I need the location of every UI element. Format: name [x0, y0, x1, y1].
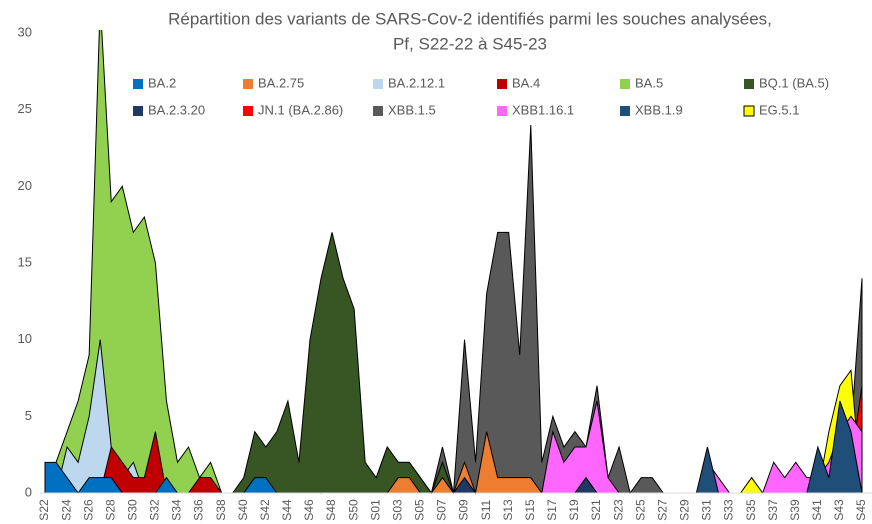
- x-tick-label: S22: [37, 499, 51, 521]
- x-tick-label: S39: [788, 499, 802, 521]
- y-tick-label: 25: [18, 101, 32, 116]
- y-tick-label: 15: [18, 254, 32, 269]
- legend-swatch: [620, 106, 630, 116]
- x-tick-label: S30: [125, 499, 139, 521]
- legend-label: EG.5.1: [759, 102, 799, 117]
- legend-label: BA.2: [148, 75, 176, 90]
- legend-swatch: [133, 106, 143, 116]
- legend-label: JN.1 (BA.2.86): [258, 102, 343, 117]
- x-tick-label: S17: [545, 499, 559, 521]
- x-tick-label: S09: [457, 499, 471, 521]
- x-tick-label: S03: [390, 499, 404, 521]
- x-tick-label: S50: [346, 499, 360, 521]
- legend-label: BA.4: [512, 75, 540, 90]
- x-tick-label: S23: [611, 499, 625, 521]
- x-tick-label: S36: [192, 499, 206, 521]
- legend-swatch: [744, 79, 754, 89]
- x-tick-label: S37: [766, 499, 780, 521]
- x-tick-label: S29: [678, 499, 692, 521]
- legend-swatch: [133, 79, 143, 89]
- x-tick-label: S27: [655, 499, 669, 521]
- x-tick-label: S25: [633, 499, 647, 521]
- x-tick-label: S44: [280, 499, 294, 521]
- x-tick-label: S48: [324, 499, 338, 521]
- chart-title: Pf, S22-22 à S45-23: [393, 34, 547, 53]
- legend-swatch: [243, 79, 253, 89]
- x-tick-label: S01: [368, 499, 382, 521]
- x-tick-label: S31: [700, 499, 714, 521]
- x-tick-label: S19: [567, 499, 581, 521]
- legend-swatch: [620, 79, 630, 89]
- x-tick-label: S41: [810, 499, 824, 521]
- x-tick-label: S28: [103, 499, 117, 521]
- legend-label: BA.2.12.1: [388, 75, 445, 90]
- legend-label: BA.2.3.20: [148, 102, 205, 117]
- x-tick-label: S35: [744, 499, 758, 521]
- x-tick-label: S38: [214, 499, 228, 521]
- legend-label: BA.5: [635, 75, 663, 90]
- legend-label: BQ.1 (BA.5): [759, 75, 829, 90]
- legend-label: XBB1.16.1: [512, 102, 574, 117]
- x-tick-label: S15: [523, 499, 537, 521]
- x-tick-label: S33: [722, 499, 736, 521]
- x-tick-label: S42: [258, 499, 272, 521]
- x-tick-label: S26: [81, 499, 95, 521]
- x-tick-label: S45: [854, 499, 868, 521]
- x-tick-label: S34: [170, 499, 184, 521]
- y-tick-label: 0: [25, 484, 32, 499]
- y-tick-label: 30: [18, 24, 32, 39]
- x-tick-label: S21: [589, 499, 603, 521]
- x-tick-label: S11: [479, 499, 493, 520]
- legend-swatch: [497, 79, 507, 89]
- x-tick-label: S05: [413, 499, 427, 521]
- x-tick-label: S32: [148, 499, 162, 521]
- legend-swatch: [243, 106, 253, 116]
- legend-swatch: [497, 106, 507, 116]
- legend-swatch: [373, 79, 383, 89]
- legend-label: BA.2.75: [258, 75, 304, 90]
- x-tick-label: S07: [435, 499, 449, 521]
- y-tick-label: 5: [25, 408, 32, 423]
- x-tick-label: S43: [832, 499, 846, 521]
- legend-label: XBB.1.9: [635, 102, 683, 117]
- chart-title: Répartition des variants de SARS-Cov-2 i…: [168, 9, 772, 28]
- y-tick-label: 20: [18, 178, 32, 193]
- x-tick-label: S13: [501, 499, 515, 521]
- legend-label: XBB.1.5: [388, 102, 436, 117]
- x-tick-label: S40: [236, 499, 250, 521]
- x-tick-label: S46: [302, 499, 316, 521]
- legend-swatch: [743, 105, 755, 117]
- x-tick-label: S24: [59, 499, 73, 521]
- legend-swatch: [373, 106, 383, 116]
- y-tick-label: 10: [18, 331, 32, 346]
